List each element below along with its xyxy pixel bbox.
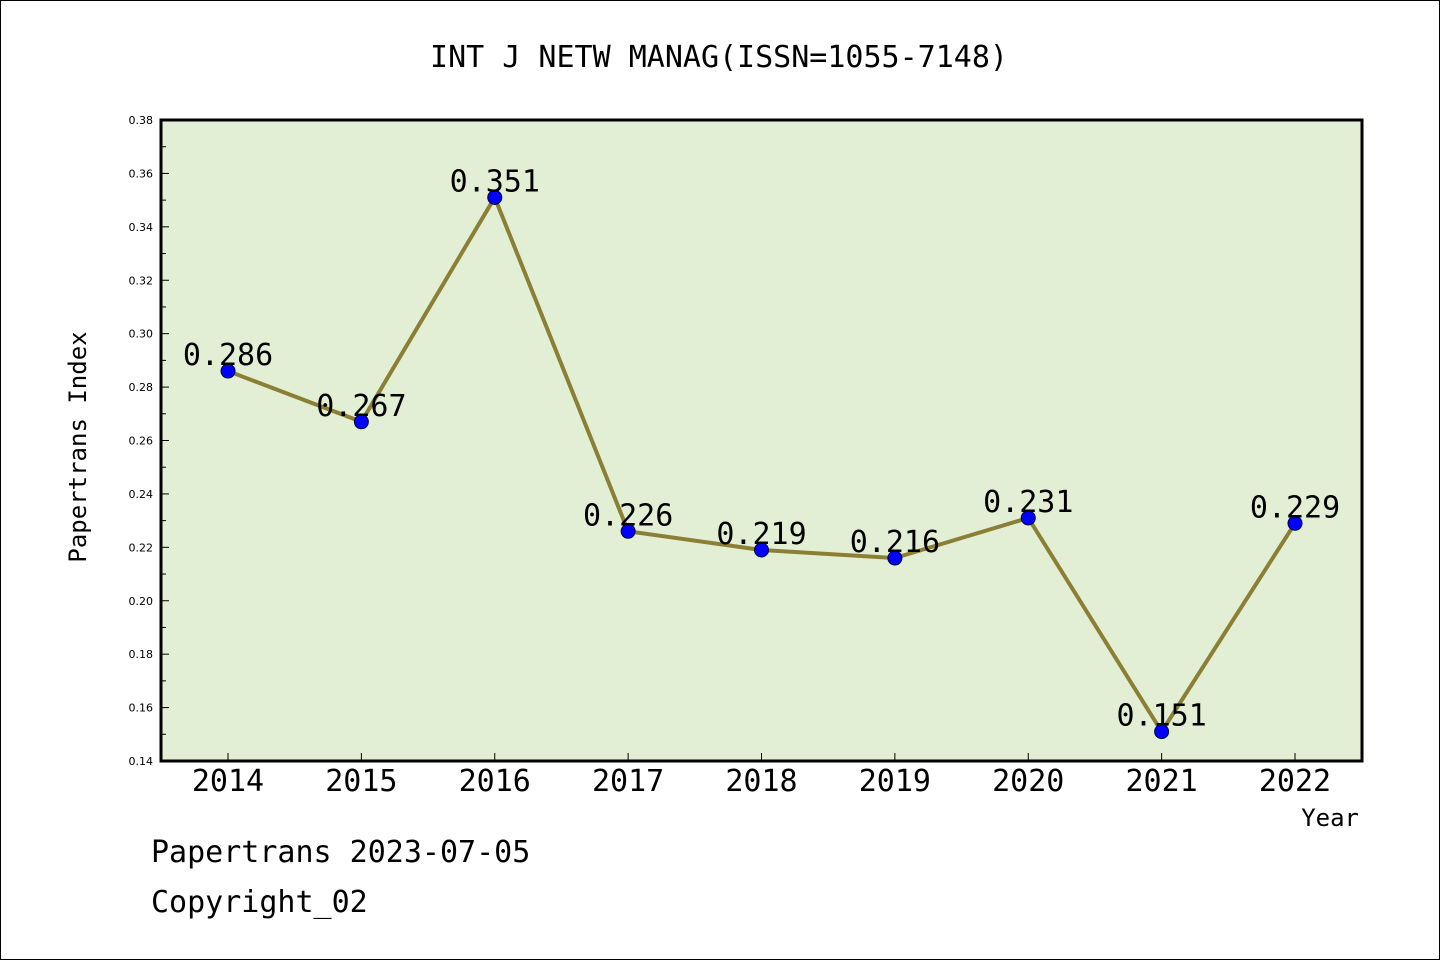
data-point (487, 189, 503, 205)
data-point (1287, 515, 1303, 531)
x-tick-label: 2016 (459, 764, 531, 799)
x-tick-label: 2020 (992, 764, 1064, 799)
y-tick-label: 0.38 (129, 114, 154, 127)
data-label: 0.216 (850, 525, 940, 560)
footer-date: Papertrans 2023-07-05 (151, 835, 531, 870)
data-label: 0.151 (1116, 699, 1206, 734)
y-tick-label: 0.34 (129, 221, 154, 234)
x-tick-label: 2015 (325, 764, 397, 799)
x-tick-label: 2017 (592, 764, 664, 799)
y-axis: 0.14 0.16 0.18 0.20 0.22 0.24 0.26 0.28 0.30 0.32… (129, 114, 169, 768)
y-tick-label: 0.20 (129, 595, 154, 608)
data-label: 0.219 (716, 517, 806, 552)
chart-title: INT J NETW MANAG(ISSN=1055-7148) (430, 40, 1008, 75)
data-point (1020, 510, 1036, 526)
data-points (220, 189, 1303, 740)
y-tick-label: 0.26 (129, 435, 154, 448)
y-tick-label: 0.36 (129, 167, 154, 180)
y-tick-label: 0.28 (129, 381, 154, 394)
data-label: 0.226 (583, 498, 673, 533)
footer-copyright: Copyright_02 (151, 885, 368, 920)
y-tick-label: 0.22 (129, 541, 154, 554)
plot-area (161, 120, 1362, 761)
data-point (220, 363, 236, 379)
data-point (754, 542, 769, 558)
y-tick-label: 0.30 (129, 328, 154, 341)
y-tick-label: 0.24 (129, 488, 154, 501)
x-axis: 2014 2015 2016 2017 2018 2019 2020 2021 2022 (192, 753, 1331, 799)
y-axis-label: Papertrans Index (64, 331, 92, 562)
data-labels: 0.286 0.267 0.351 0.226 0.219 0.216 0.231 0.151… (183, 164, 1340, 733)
plot-frame (159, 118, 1364, 763)
y-tick-label: 0.16 (129, 702, 154, 715)
data-point (353, 414, 369, 430)
data-point (1154, 724, 1170, 740)
x-axis-label: Year (1301, 804, 1359, 832)
data-label: 0.231 (983, 485, 1073, 520)
data-label: 0.267 (316, 389, 406, 424)
y-tick-label: 0.18 (129, 648, 154, 661)
y-tick-label: 0.32 (129, 274, 154, 287)
y-tick-label: 0.14 (129, 755, 154, 768)
x-tick-label: 2022 (1259, 764, 1331, 799)
x-tick-label: 2021 (1126, 764, 1198, 799)
data-label: 0.286 (183, 338, 273, 373)
data-point (887, 550, 903, 566)
x-tick-label: 2014 (192, 764, 264, 799)
x-tick-label: 2018 (725, 764, 797, 799)
data-point (620, 523, 636, 539)
x-tick-label: 2019 (859, 764, 931, 799)
data-label: 0.229 (1250, 490, 1340, 525)
data-label: 0.351 (450, 164, 540, 199)
